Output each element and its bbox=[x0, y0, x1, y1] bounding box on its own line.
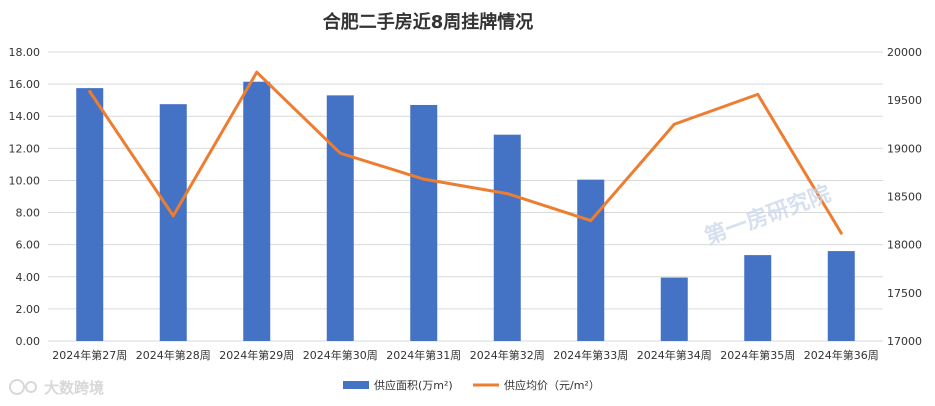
x-tick-label: 2024年第34周 bbox=[637, 348, 712, 362]
logo-text: 大数跨境 bbox=[44, 379, 104, 397]
x-tick-label: 2024年第27周 bbox=[52, 348, 127, 362]
line-point bbox=[505, 192, 509, 196]
x-tick-label: 2024年第31周 bbox=[386, 348, 461, 362]
bar bbox=[493, 134, 521, 341]
line-point bbox=[255, 70, 259, 74]
bar bbox=[159, 104, 187, 341]
x-tick-label: 2024年第36周 bbox=[804, 348, 879, 362]
line-point bbox=[88, 89, 92, 93]
y-left-tick-label: 10.00 bbox=[9, 174, 41, 187]
y-right-tick-label: 17000 bbox=[887, 335, 922, 348]
series-line bbox=[88, 70, 843, 235]
y-right-tick-label: 20000 bbox=[887, 46, 922, 59]
bar bbox=[827, 251, 855, 341]
y-axis-left: 0.00 2.00 4.00 6.00 8.00 10.00 12.00 14.00 16.00… bbox=[9, 46, 41, 348]
watermark: 第一房研究院 bbox=[701, 181, 834, 251]
y-left-tick-label: 2.00 bbox=[16, 303, 41, 316]
bar bbox=[410, 104, 438, 341]
y-left-tick-label: 12.00 bbox=[9, 142, 41, 155]
logo-icon-inner bbox=[25, 381, 37, 393]
y-left-tick-label: 16.00 bbox=[9, 78, 41, 91]
y-left-tick-label: 8.00 bbox=[16, 207, 41, 220]
y-right-tick-label: 19500 bbox=[887, 94, 922, 107]
x-tick-label: 2024年第28周 bbox=[136, 348, 211, 362]
y-axis-right: 17000 17500 18000 18500 19000 19500 20000 bbox=[887, 46, 922, 348]
y-left-tick-label: 0.00 bbox=[16, 335, 41, 348]
y-right-tick-label: 18500 bbox=[887, 191, 922, 204]
y-right-tick-label: 17500 bbox=[887, 287, 922, 300]
bar bbox=[326, 95, 354, 341]
y-left-tick-label: 18.00 bbox=[9, 46, 41, 59]
y-left-tick-label: 14.00 bbox=[9, 110, 41, 123]
gridlines bbox=[48, 51, 883, 342]
line-point bbox=[839, 231, 843, 235]
line-point bbox=[171, 214, 175, 218]
line-point bbox=[589, 219, 593, 223]
legend-label: 供应均价（元/m²） bbox=[504, 378, 600, 392]
y-left-tick-label: 4.00 bbox=[16, 271, 41, 284]
bar bbox=[243, 81, 271, 342]
y-right-tick-label: 19000 bbox=[887, 142, 922, 155]
x-tick-label: 2024年第30周 bbox=[303, 348, 378, 362]
y-left-tick-label: 6.00 bbox=[16, 239, 41, 252]
y-right-tick-label: 18000 bbox=[887, 239, 922, 252]
x-axis: 2024年第27周 2024年第28周 2024年第29周 2024年第30周 2024… bbox=[52, 348, 879, 362]
line-point bbox=[756, 92, 760, 96]
bar-series bbox=[76, 81, 855, 342]
legend-swatch-bar bbox=[343, 381, 369, 389]
line-point bbox=[338, 151, 342, 155]
legend-label: 供应面积(万m²) bbox=[374, 378, 453, 392]
line-point bbox=[672, 122, 676, 126]
logo: 大数跨境 bbox=[9, 379, 104, 397]
legend: 供应面积(万m²) 供应均价（元/m²） bbox=[343, 378, 600, 392]
chart-title: 合肥二手房近8周挂牌情况 bbox=[323, 11, 534, 33]
x-tick-label: 2024年第33周 bbox=[553, 348, 628, 362]
x-tick-label: 2024年第35周 bbox=[720, 348, 795, 362]
bar bbox=[660, 277, 688, 341]
line-point bbox=[422, 177, 426, 181]
line-series bbox=[88, 70, 843, 235]
logo-icon bbox=[9, 379, 25, 395]
x-tick-label: 2024年第32周 bbox=[470, 348, 545, 362]
bar bbox=[577, 179, 605, 341]
bar bbox=[76, 88, 104, 341]
bar bbox=[744, 255, 772, 341]
x-tick-label: 2024年第29周 bbox=[219, 348, 294, 362]
